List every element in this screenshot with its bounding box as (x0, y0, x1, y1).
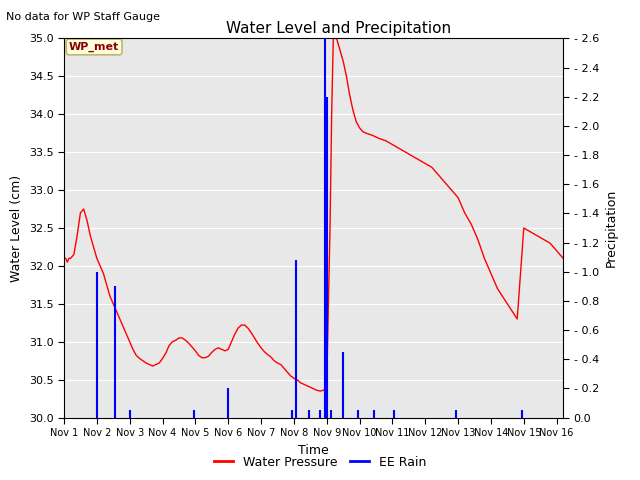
Title: Water Level and Precipitation: Water Level and Precipitation (226, 21, 451, 36)
Legend: Water Pressure, EE Rain: Water Pressure, EE Rain (209, 451, 431, 474)
X-axis label: Time: Time (298, 444, 329, 456)
Y-axis label: Water Level (cm): Water Level (cm) (10, 174, 23, 282)
Y-axis label: Precipitation: Precipitation (605, 189, 618, 267)
Text: WP_met: WP_met (69, 42, 119, 52)
Text: No data for WP Staff Gauge: No data for WP Staff Gauge (6, 12, 161, 22)
